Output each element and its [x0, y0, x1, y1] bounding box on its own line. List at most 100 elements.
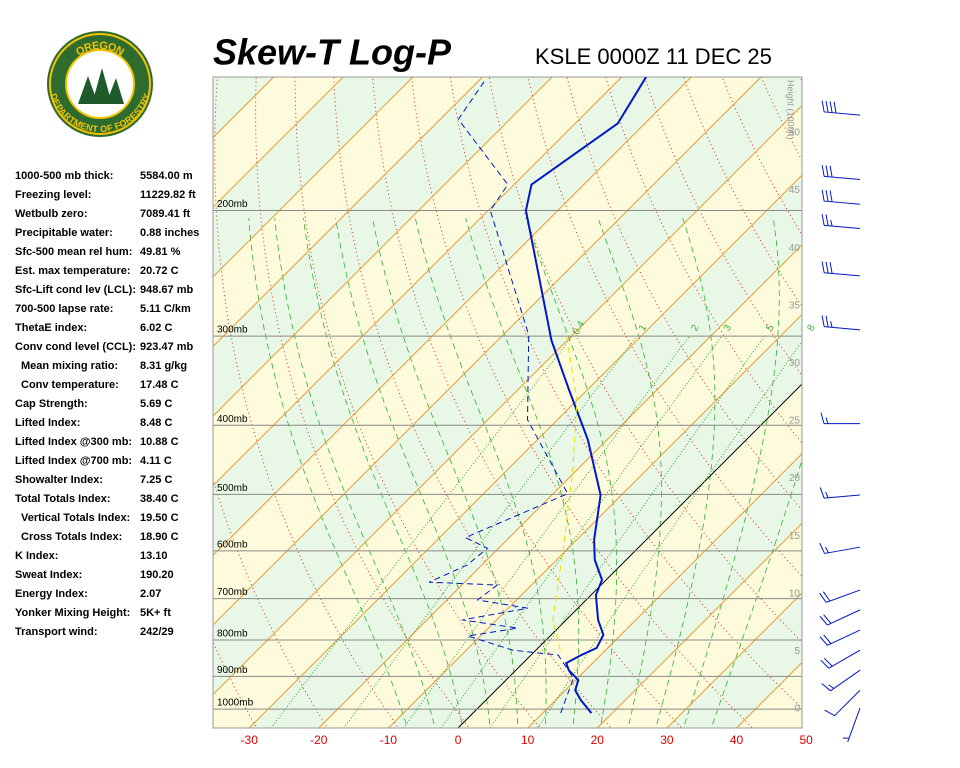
barb-tick — [819, 542, 825, 554]
barb-staff — [824, 111, 861, 116]
index-label: Wetbulb zero: — [15, 208, 88, 220]
index-value: 190.20 — [140, 569, 174, 581]
dry-adiabat — [837, 73, 960, 733]
moist-adiabat — [656, 217, 716, 725]
moist-adiabat — [303, 218, 463, 725]
moist-adiabat — [274, 218, 435, 725]
x-tick-label: 20 — [591, 733, 605, 747]
dry-adiabat — [488, 77, 802, 643]
dry-adiabat — [449, 77, 802, 709]
barb-tick — [825, 315, 829, 328]
isotherm — [318, 244, 802, 728]
barb-staff — [824, 224, 861, 230]
isotherm — [666, 592, 802, 728]
mixing-ratio-line — [489, 336, 765, 728]
index-value: 2.07 — [140, 588, 161, 600]
barb-tick — [825, 165, 829, 177]
index-value: 17.48 C — [140, 379, 179, 391]
index-label: Cross Totals Index: — [21, 531, 122, 543]
barb-staff — [824, 546, 861, 554]
barb-staff — [824, 326, 861, 331]
index-value: 20.72 C — [140, 265, 179, 277]
index-label: Precipitable water: — [15, 227, 113, 239]
index-value: 13.10 — [140, 550, 168, 562]
index-value: 242/29 — [140, 626, 174, 638]
barb-tick — [821, 165, 825, 177]
barb-tick — [823, 614, 832, 624]
index-value: 11229.82 ft — [140, 189, 196, 201]
dry-adiabat — [953, 73, 960, 733]
y2-tick-label: 40 — [789, 243, 801, 254]
barb-half — [828, 684, 835, 689]
mixing-ratio-label: 3 — [722, 323, 735, 334]
index-label: ThetaE index: — [15, 322, 87, 334]
barb-half — [825, 417, 829, 424]
barb-tick — [821, 315, 825, 327]
index-value: 5.11 C/km — [140, 303, 191, 315]
isotherm — [806, 77, 960, 728]
isotherm — [213, 77, 553, 417]
barb-tick — [825, 100, 829, 113]
barb-tick — [819, 616, 828, 626]
y2-tick-label: 15 — [789, 531, 801, 542]
dry-adiabat — [876, 73, 960, 733]
barb-tick — [821, 189, 825, 202]
index-label: Sfc-Lift cond lev (LCL): — [15, 284, 136, 296]
index-value: 0.88 inches — [140, 227, 199, 239]
y-tick-label: 400mb — [217, 414, 248, 425]
barb-staff — [824, 272, 861, 277]
mixing-ratio-line — [537, 340, 802, 728]
y2-tick-label: 25 — [789, 416, 801, 427]
isotherm — [388, 313, 802, 728]
dry-adiabat — [294, 77, 541, 728]
index-label: Sfc-500 mean rel hum: — [15, 246, 132, 258]
isotherm — [213, 77, 762, 626]
wind-barb — [819, 589, 861, 603]
barb-staff — [847, 707, 861, 743]
barb-half — [825, 546, 829, 553]
barb-tick — [825, 261, 829, 274]
barb-tick — [822, 591, 831, 602]
index-label: Sweat Index: — [15, 569, 82, 581]
y2-tick-label: 0 — [794, 704, 800, 715]
dry-adiabat — [799, 77, 802, 83]
logo-border — [49, 33, 151, 135]
moist-adiabat — [248, 218, 407, 725]
y-tick-label: 500mb — [217, 483, 248, 494]
barb-tick — [825, 190, 829, 202]
index-value: 948.67 mb — [140, 284, 193, 296]
isotherm — [527, 452, 802, 728]
barb-half — [830, 219, 833, 227]
barb-half — [830, 321, 833, 328]
logo-top-text: OREGON — [74, 40, 126, 59]
wind-barb — [824, 689, 861, 717]
index-value: 8.31 g/kg — [140, 360, 187, 372]
barb-staff — [826, 589, 861, 603]
barb-tick — [821, 100, 825, 113]
mixing-ratio-line — [343, 336, 637, 728]
barb-staff — [824, 200, 861, 205]
index-value: 18.90 C — [140, 531, 179, 543]
logo: OREGON DEPARTMENT OF FORESTRY — [47, 31, 153, 137]
chart-subtitle: KSLE 0000Z 11 DEC 25 — [535, 44, 772, 69]
wind-barb — [820, 649, 861, 669]
mixing-ratio-line — [440, 336, 722, 728]
y-tick-label: 1000mb — [217, 698, 254, 709]
barb-tick — [821, 261, 825, 273]
barb-tick — [824, 709, 835, 717]
x-tick-label: 40 — [730, 733, 744, 747]
barb-tick — [821, 214, 825, 226]
y2-tick-label: 35 — [789, 300, 801, 311]
wind-barb — [820, 412, 860, 425]
y-tick-label: 300mb — [217, 325, 248, 336]
index-value: 923.47 mb — [140, 341, 193, 353]
wind-barb — [821, 100, 861, 116]
y2-tick-label: 10 — [789, 588, 801, 599]
index-label: Yonker Mixing Height: — [15, 607, 130, 619]
barb-staff — [824, 494, 861, 499]
index-value: 8.48 C — [140, 417, 172, 429]
y-tick-label: 600mb — [217, 539, 248, 550]
barb-tick — [819, 592, 827, 603]
index-value: 49.81 % — [140, 246, 181, 258]
index-label: Vertical Totals Index: — [21, 512, 130, 524]
